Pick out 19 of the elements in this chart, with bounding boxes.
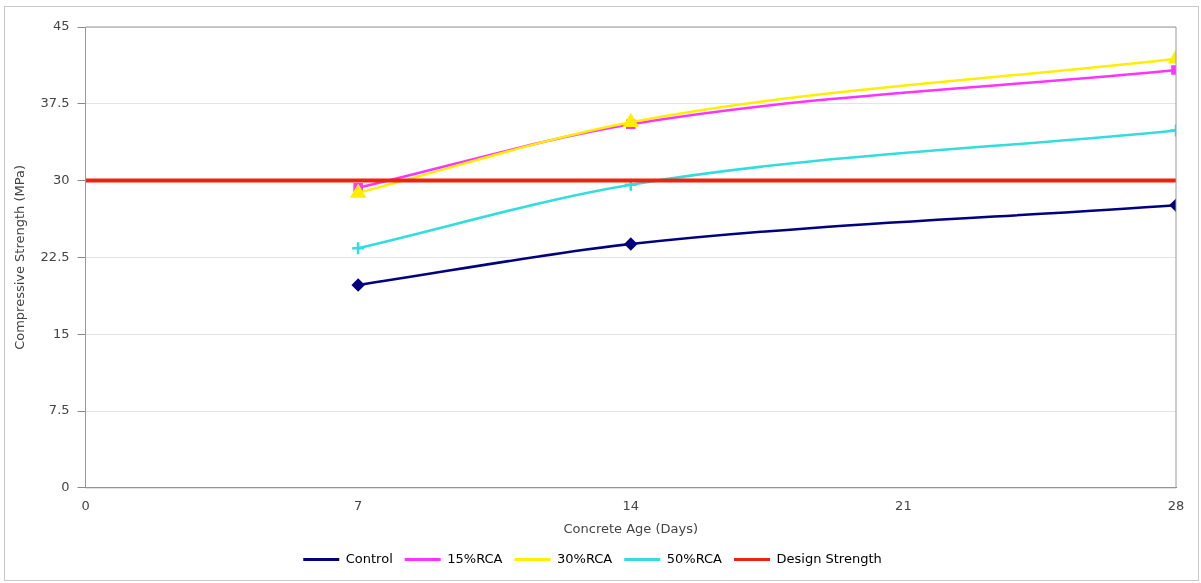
x-tick-label: 7	[354, 497, 363, 513]
x-axis-title: Concrete Age (Days)	[563, 520, 699, 536]
x-tick-label: 0	[81, 497, 90, 513]
y-tick-label: 30	[53, 171, 70, 187]
legend-label: 30%RCA	[557, 550, 613, 566]
legend-label: Design Strength	[776, 550, 882, 566]
x-tick-label: 14	[622, 497, 640, 513]
legend-label: Control	[345, 550, 393, 566]
y-tick-label: 0	[61, 479, 70, 495]
x-tick-label: 21	[895, 497, 912, 513]
y-tick-label: 37.5	[40, 95, 70, 111]
legend-label: 50%RCA	[666, 550, 723, 566]
legend-label: 15%RCA	[447, 550, 503, 566]
y-tick-label: 22.5	[40, 248, 70, 264]
y-tick-label: 15	[53, 325, 70, 341]
y-axis-title: Compressive Strength (MPa)	[12, 164, 28, 350]
x-tick-label: 28	[1167, 497, 1185, 513]
y-tick-label: 45	[53, 18, 70, 34]
y-tick-label: 7.5	[48, 402, 70, 418]
